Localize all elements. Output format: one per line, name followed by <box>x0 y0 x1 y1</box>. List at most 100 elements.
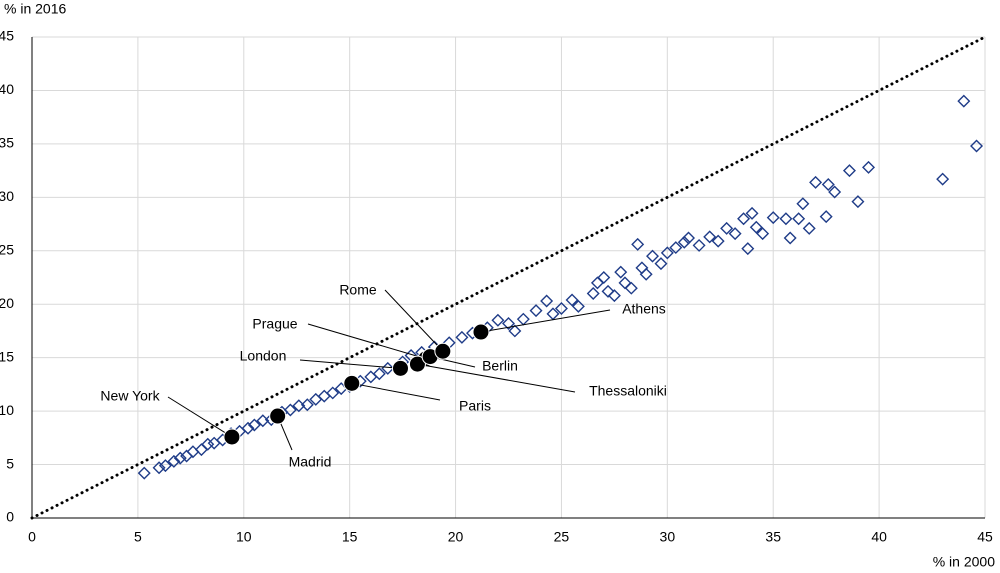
diamond-point <box>639 267 653 281</box>
diamond-point <box>173 451 187 465</box>
diamond-point <box>300 398 314 412</box>
diamond-point <box>819 210 833 224</box>
diamond-point <box>720 221 734 235</box>
x-tick-label: 35 <box>765 529 781 545</box>
y-tick-label: 25 <box>0 241 14 257</box>
diamond-point <box>646 249 659 263</box>
y-tick-label: 30 <box>0 188 14 204</box>
x-tick-label: 20 <box>448 529 464 545</box>
city-point <box>391 359 409 377</box>
x-tick-label: 40 <box>871 529 887 545</box>
diamond-point <box>936 172 950 186</box>
diamond-point <box>862 160 876 174</box>
diamond-point <box>842 164 856 178</box>
city-point <box>408 355 426 373</box>
diamond-point <box>529 304 543 318</box>
y-tick-label: 15 <box>0 348 14 364</box>
diamond-point <box>607 289 621 303</box>
x-tick-label: 0 <box>28 529 36 545</box>
city-point <box>434 342 452 360</box>
diamond-point <box>851 195 865 209</box>
diamond-point <box>554 302 568 315</box>
diamond-point <box>821 178 835 191</box>
y-tick-label: 10 <box>0 402 14 418</box>
diamond-point <box>590 276 604 290</box>
diamond-point <box>571 299 585 313</box>
city-label: New York <box>100 388 160 404</box>
x-tick-label: 45 <box>977 529 993 545</box>
diamond-point <box>692 238 706 252</box>
diamond-point <box>741 242 755 256</box>
y-tick-label: 20 <box>0 295 14 311</box>
diamond-point <box>508 324 522 338</box>
diamond-point <box>241 421 255 435</box>
diamond-point <box>677 235 691 249</box>
diamond-point <box>491 313 505 327</box>
diamond-point <box>756 227 770 241</box>
leader-line <box>417 363 576 393</box>
diamond-point <box>158 459 172 473</box>
diamond-point <box>283 403 297 417</box>
diamond-point <box>711 234 725 248</box>
diamond-point <box>614 265 628 279</box>
diamond-point <box>669 241 683 255</box>
diamond-point <box>779 212 793 226</box>
x-axis-title: % in 2000 <box>933 554 995 570</box>
diamond-point <box>766 211 780 225</box>
diamond-point <box>455 330 469 344</box>
x-tick-label: 10 <box>236 529 252 545</box>
diamond-point <box>601 284 615 298</box>
leader-line <box>167 396 233 438</box>
y-tick-label: 40 <box>0 81 14 97</box>
diamond-point <box>970 139 984 153</box>
diamond-point <box>728 227 742 241</box>
city-point <box>223 428 241 446</box>
diamond-point <box>516 312 530 326</box>
diamond-point <box>737 212 751 226</box>
city-label: Athens <box>622 301 666 317</box>
diamond-point <box>597 271 611 284</box>
city-label: Madrid <box>289 454 332 470</box>
diamond-point <box>703 230 717 244</box>
diamond-point <box>201 437 215 451</box>
city-label: London <box>240 348 287 364</box>
x-tick-label: 30 <box>660 529 676 545</box>
x-tick-label: 15 <box>342 529 358 545</box>
city-point <box>269 407 287 425</box>
diamond-point <box>957 94 971 108</box>
city-label: Rome <box>339 282 377 298</box>
x-tick-label: 25 <box>554 529 570 545</box>
identity-line <box>30 35 987 520</box>
diamond-point <box>540 294 554 308</box>
diamond-point <box>624 281 638 295</box>
diamond-point <box>802 221 816 235</box>
city-point <box>472 323 490 341</box>
diamond-point <box>660 246 674 260</box>
diamond-point <box>372 367 386 381</box>
diamond-point <box>586 287 600 301</box>
diamond-point <box>618 276 632 290</box>
y-tick-label: 0 <box>6 509 14 525</box>
diamond-point <box>631 237 645 251</box>
x-tick-label: 5 <box>134 529 142 545</box>
city-label: Berlin <box>482 358 518 374</box>
diamond-point <box>635 261 649 275</box>
diamond-point <box>152 461 166 475</box>
diamond-point <box>745 206 759 220</box>
diamond-point <box>749 220 763 234</box>
y-tick-label: 45 <box>0 28 14 44</box>
diamond-point <box>502 316 515 330</box>
diamond-point <box>783 231 797 245</box>
y-tick-label: 35 <box>0 135 14 151</box>
leader-line <box>299 359 401 369</box>
city-label: Prague <box>252 316 297 332</box>
city-label: Thessaloniki <box>589 383 667 399</box>
diamond-point <box>654 257 668 271</box>
leader-line <box>480 309 611 333</box>
leader-line <box>384 289 444 352</box>
leader-line <box>351 382 441 401</box>
diamond-point <box>796 197 810 211</box>
diamond-point <box>167 454 181 468</box>
diamond-point <box>137 466 151 480</box>
